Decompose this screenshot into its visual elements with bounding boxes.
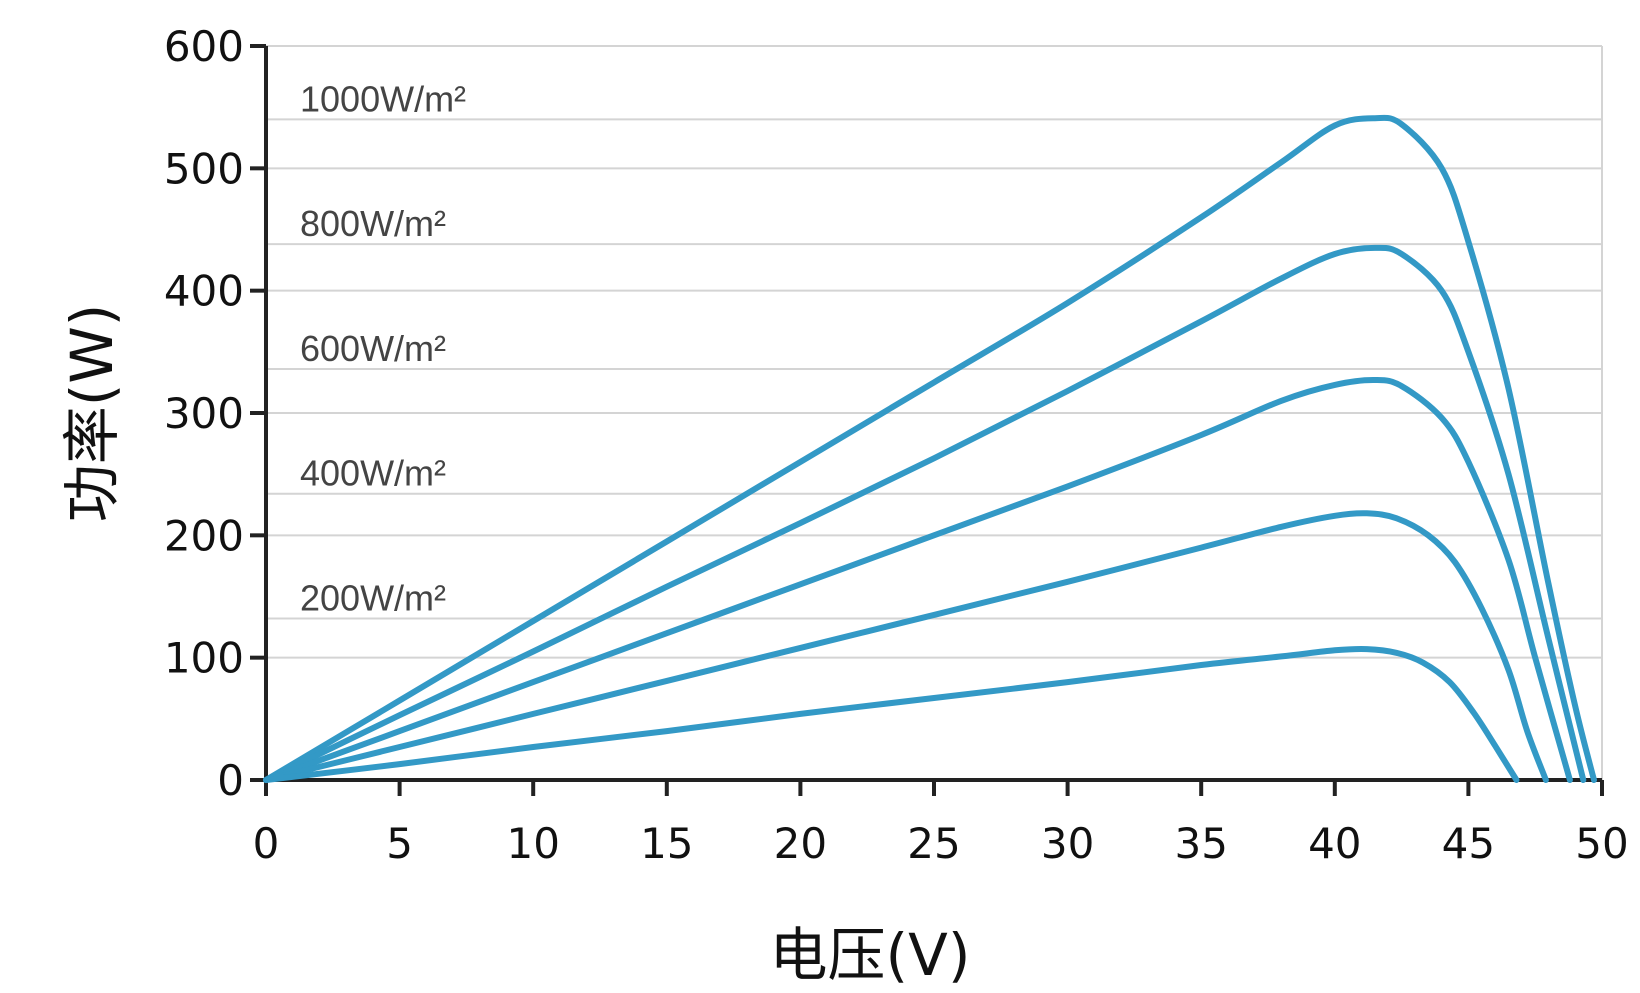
y-tick-label: 0: [217, 756, 244, 805]
x-tick-label: 35: [1174, 819, 1227, 868]
y-tick-label: 400: [164, 267, 244, 316]
y-tick-label: 200: [164, 511, 244, 560]
series-line: [263, 645, 1520, 783]
y-ticks: 0 100 200 300 400 500 600: [164, 22, 266, 805]
series-label: 800W/m²: [300, 203, 446, 244]
x-ticks: 0 5 10 15 20 25 30 35 40 45 50: [253, 780, 1629, 868]
series-labels: 1000W/m² 800W/m² 600W/m² 400W/m² 200W/m²: [300, 78, 466, 618]
x-tick-label: 0: [253, 819, 280, 868]
y-axis-title: 功率(W): [58, 304, 126, 523]
series-label: 600W/m²: [300, 328, 446, 369]
series-curves: [263, 114, 1597, 783]
series-label: 1000W/m²: [300, 78, 466, 119]
x-tick-label: 30: [1041, 819, 1094, 868]
grid-lines: [266, 45, 1603, 780]
y-tick-label: 300: [164, 389, 244, 438]
x-tick-label: 20: [774, 819, 827, 868]
y-tick-label: 600: [164, 22, 244, 71]
x-tick-label: 40: [1308, 819, 1361, 868]
x-tick-label: 25: [907, 819, 960, 868]
x-tick-label: 10: [506, 819, 559, 868]
series-line: [263, 114, 1597, 783]
y-tick-label: 100: [164, 634, 244, 683]
series-line: [263, 376, 1573, 783]
x-tick-label: 5: [386, 819, 413, 868]
series-line: [263, 510, 1549, 783]
x-axis-title: 电压(V): [770, 921, 971, 989]
x-tick-label: 15: [640, 819, 693, 868]
x-tick-label: 45: [1442, 819, 1495, 868]
series-label: 200W/m²: [300, 578, 446, 619]
series-label: 400W/m²: [300, 453, 446, 494]
series-line: [263, 244, 1587, 783]
y-tick-label: 500: [164, 144, 244, 193]
x-tick-label: 50: [1575, 819, 1628, 868]
